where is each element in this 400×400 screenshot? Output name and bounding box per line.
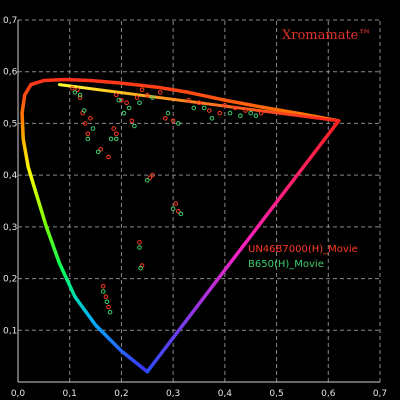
y-tick-label: 0,2: [3, 275, 17, 285]
data-point-series-1: [72, 90, 78, 95]
x-tick-label: 0,7: [373, 389, 387, 399]
x-tick-label: 0,1: [63, 389, 77, 399]
data-point-series-0: [186, 97, 191, 103]
watermark: Xromamate™: [282, 28, 371, 43]
data-point-series-0: [207, 108, 212, 113]
data-point-series-1: [253, 113, 259, 118]
data-point-series-0: [139, 87, 145, 93]
data-point-series-0: [163, 116, 168, 121]
data-point-series-0: [232, 105, 238, 111]
data-point-series-0: [85, 131, 91, 137]
data-point-series-1: [209, 116, 215, 121]
gamut-diagram: [20, 77, 341, 374]
data-point-series-1: [238, 113, 243, 118]
legend: UN46B7000(H)_Movie B650(H)_Movie: [248, 244, 358, 270]
x-tick-label: 0,2: [114, 389, 128, 399]
data-point-series-1: [90, 126, 96, 131]
data-point-series-1: [150, 95, 155, 100]
data-point-series-1: [178, 211, 184, 217]
tick-labels: 0,0 0,1 0,2 0,3 0,4 0,5 0,6 0,7 0,1 0,2 0,3 0,4 0,5 0…: [3, 16, 387, 399]
y-tick-label: 0,7: [3, 16, 17, 26]
purple-line: [145, 119, 341, 374]
data-points: [70, 86, 264, 315]
data-point-series-1: [145, 178, 150, 183]
data-point-series-1: [137, 245, 142, 250]
data-point-series-0: [217, 110, 222, 116]
data-point-series-0: [124, 100, 129, 105]
data-point-series-1: [108, 136, 114, 142]
grid: [18, 19, 381, 382]
data-point-series-0: [75, 87, 80, 93]
data-point-series-1: [81, 108, 87, 113]
data-point-series-1: [227, 110, 233, 116]
data-point-series-1: [101, 289, 106, 294]
x-tick-label: 0,5: [269, 389, 283, 399]
legend-series-0: UN46B7000(H)_Movie: [248, 244, 358, 255]
data-point-series-1: [104, 299, 110, 305]
data-point-series-1: [126, 105, 132, 111]
data-point-series-0: [114, 92, 119, 98]
x-tick-label: 0,0: [11, 389, 26, 399]
data-point-series-0: [103, 294, 109, 300]
data-point-series-0: [145, 92, 150, 98]
data-point-series-0: [196, 100, 202, 105]
data-point-series-1: [176, 121, 181, 126]
data-point-series-0: [173, 201, 178, 206]
y-tick-label: 0,6: [3, 68, 18, 78]
data-point-series-1: [77, 92, 83, 98]
data-point-series-0: [150, 172, 155, 178]
data-point-series-0: [101, 284, 106, 289]
data-point-series-1: [85, 136, 91, 142]
data-point-series-0: [243, 108, 248, 113]
data-point-series-0: [88, 116, 93, 121]
data-point-series-1: [170, 206, 176, 212]
y-tick-label: 0,5: [3, 119, 17, 129]
data-point-series-0: [170, 118, 176, 124]
data-point-series-0: [106, 304, 111, 310]
data-point-series-1: [107, 309, 113, 315]
x-tick-label: 0,4: [218, 389, 233, 399]
data-point-series-0: [70, 86, 75, 91]
data-point-series-0: [98, 147, 103, 152]
data-point-series-1: [116, 97, 122, 103]
data-point-series-0: [222, 103, 228, 108]
x-tick-label: 0,3: [166, 389, 180, 399]
data-point-series-0: [176, 209, 181, 214]
y-tick-label: 0,1: [3, 326, 17, 336]
data-point-series-1: [121, 110, 127, 116]
data-point-series-0: [157, 90, 163, 95]
data-point-series-1: [248, 110, 253, 116]
data-point-series-0: [119, 97, 124, 103]
data-point-series-0: [134, 95, 140, 100]
data-point-series-1: [95, 149, 101, 155]
legend-series-1: B650(H)_Movie: [248, 259, 324, 270]
axes: [17, 20, 380, 383]
data-point-series-1: [191, 105, 197, 111]
data-point-series-1: [132, 123, 137, 129]
data-point-series-1: [165, 110, 171, 116]
data-point-series-0: [106, 154, 111, 160]
data-point-series-0: [82, 121, 88, 126]
data-point-series-0: [137, 240, 142, 245]
data-point-series-1: [114, 136, 119, 142]
y-tick-label: 0,4: [3, 171, 18, 181]
data-point-series-1: [137, 100, 142, 105]
data-point-series-1: [201, 105, 207, 111]
data-point-series-0: [129, 118, 135, 124]
data-point-series-0: [77, 95, 83, 100]
x-tick-label: 0,6: [321, 389, 336, 399]
data-point-series-1: [138, 265, 143, 271]
red-green-edge: [57, 83, 341, 123]
y-tick-label: 0,3: [3, 223, 17, 233]
data-point-series-0: [147, 175, 153, 180]
data-point-series-0: [111, 126, 116, 131]
data-point-series-0: [258, 110, 264, 116]
spectral-locus: [20, 77, 341, 374]
data-point-series-0: [114, 131, 119, 137]
